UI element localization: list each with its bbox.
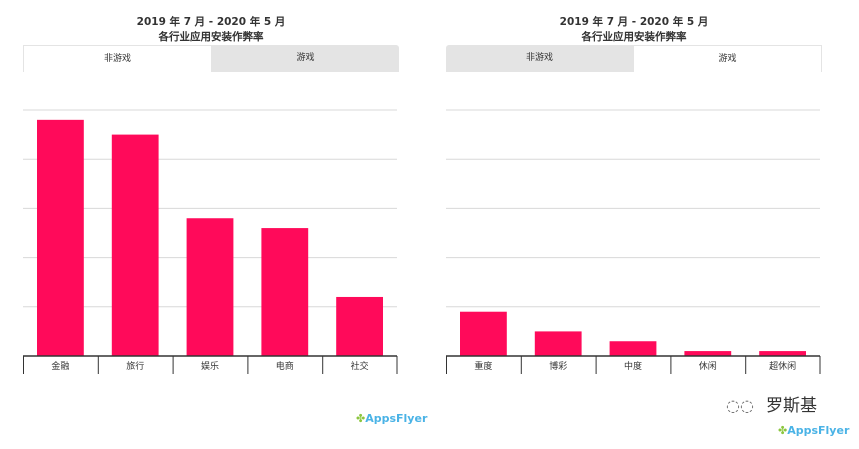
bar — [460, 311, 507, 356]
tab-non-game[interactable]: 非游戏 — [525, 53, 553, 63]
x-tick-label: 休闲 — [699, 360, 717, 372]
bar — [186, 218, 234, 356]
watermark: 罗斯基 — [766, 396, 817, 416]
tab-game[interactable]: 游戏 — [296, 53, 315, 63]
chart-panel-game: 2019 年 7 月 - 2020 年 5 月各行业应用安装作弊率 非游戏 游戏… — [446, 0, 822, 449]
tab-bar: 非游戏 游戏 — [23, 45, 399, 72]
appsflyer-logo: ✤AppsFlyer — [356, 412, 428, 425]
tab-bar: 非游戏 游戏 — [446, 45, 822, 72]
bar — [261, 228, 309, 356]
x-tick-label: 金融 — [51, 360, 69, 372]
chart-title: 2019 年 7 月 - 2020 年 5 月各行业应用安装作弊率 — [559, 16, 709, 43]
x-tick-label: 娱乐 — [201, 360, 219, 372]
bar — [759, 351, 806, 356]
chart-panel-non-game: 2019 年 7 月 - 2020 年 5 月各行业应用安装作弊率 非游戏 游戏… — [23, 0, 399, 449]
bar — [111, 134, 159, 356]
x-tick-label: 电商 — [276, 360, 294, 372]
x-tick-label: 社交 — [351, 360, 369, 372]
x-tick-label: 中度 — [624, 360, 642, 372]
tab-game[interactable]: 游戏 — [633, 45, 822, 72]
bar — [684, 351, 732, 356]
x-tick-label: 超休闲 — [769, 360, 796, 372]
x-tick-label: 博彩 — [549, 360, 567, 372]
x-tick-label: 旅行 — [126, 360, 144, 372]
chart-title: 2019 年 7 月 - 2020 年 5 月各行业应用安装作弊率 — [136, 16, 286, 43]
bar-chart: 重度 博彩 中度 休闲 超休闲 — [446, 109, 821, 374]
x-tick-label: 重度 — [474, 360, 492, 372]
bar-chart: 金融 旅行 娱乐 电商 社交 — [23, 109, 398, 374]
tab-non-game[interactable]: 非游戏 — [23, 45, 212, 72]
bar — [336, 296, 383, 356]
bar — [534, 331, 582, 356]
bar — [609, 341, 657, 356]
appsflyer-logo: ✤AppsFlyer — [778, 424, 850, 437]
wechat-icon: ◌◌ — [726, 396, 754, 415]
bar — [37, 119, 84, 356]
